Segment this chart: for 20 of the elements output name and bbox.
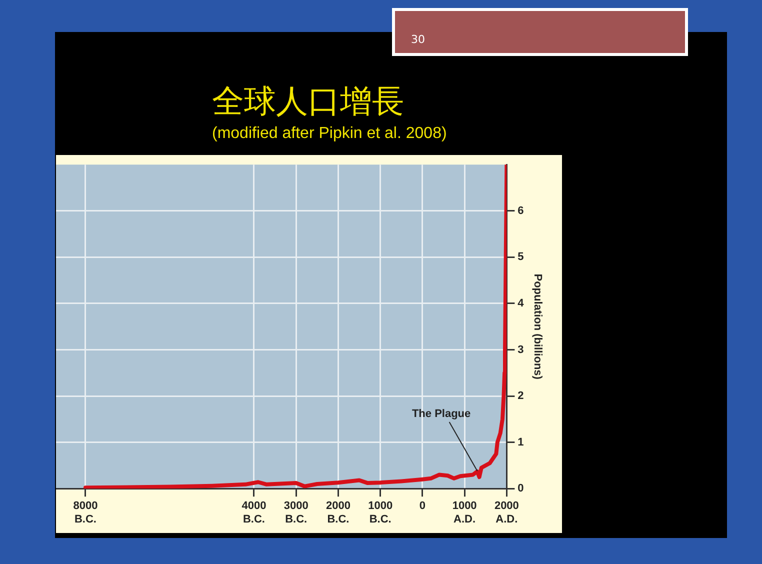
y-tick-label: 3 (518, 344, 524, 356)
x-tick-label: 3000 B.C. (284, 500, 308, 526)
y-tick-label: 5 (518, 251, 524, 264)
chart-title: 全球人口增長 (212, 81, 404, 122)
y-tick-label: 4 (518, 297, 525, 310)
x-tick-label: 2000 B.C. (326, 500, 350, 526)
x-tick-label: 8000 B.C. (73, 500, 98, 526)
y-tick-label: 6 (518, 204, 524, 217)
x-tick-label: 4000 B.C. (242, 500, 266, 526)
y-tick-label: 0 (518, 482, 524, 495)
x-tick-label: 0 (419, 500, 426, 512)
annotation: The Plague (412, 408, 471, 420)
y-tick-label: 2 (518, 390, 524, 402)
y-tick-label: 1 (518, 436, 524, 448)
y-axis-title: Population (billions) (531, 274, 544, 380)
x-tick-label: 1000 B.C. (368, 500, 393, 526)
text: 30 (392, 8, 688, 56)
x-tick-label: 2000 A.D. (494, 500, 519, 526)
x-tick-label: 1000 A.D. (452, 500, 477, 526)
chart-subtitle: (modified after Pipkin et al. 2008) (212, 125, 447, 143)
